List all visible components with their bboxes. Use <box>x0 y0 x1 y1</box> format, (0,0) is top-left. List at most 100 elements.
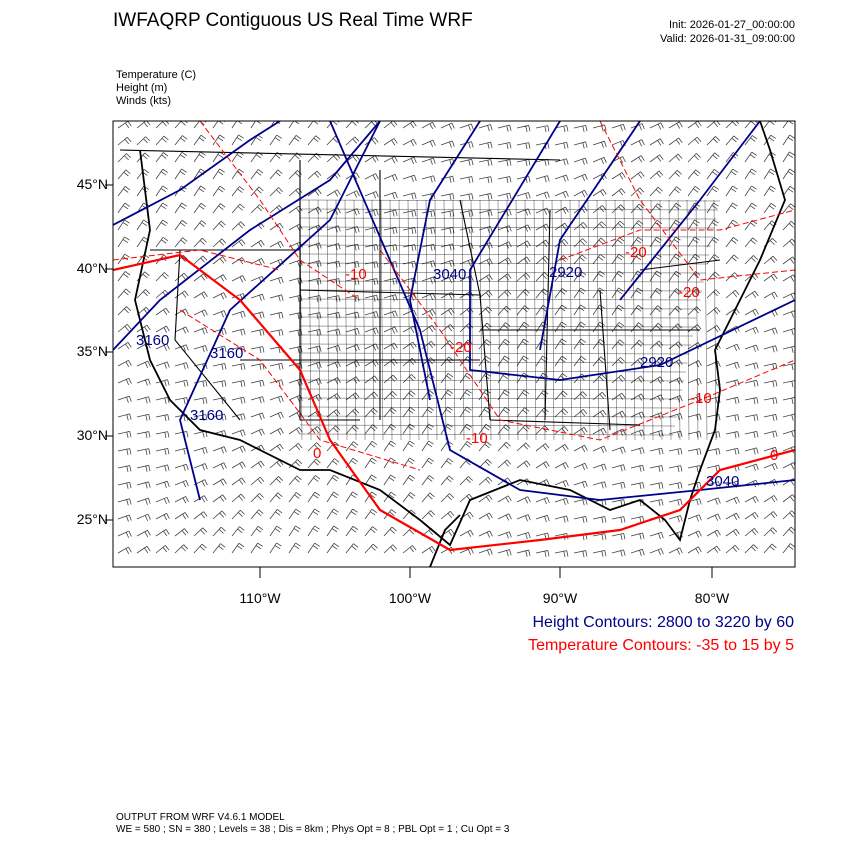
wind-barb <box>592 287 605 299</box>
wind-barb <box>250 525 264 537</box>
wind-barb <box>212 446 227 454</box>
wind-barb <box>611 481 626 489</box>
wind-barb <box>611 532 626 540</box>
wind-barb <box>402 138 417 147</box>
wind-barb <box>269 294 284 302</box>
wind-barb <box>725 431 740 439</box>
wind-barb <box>744 430 759 438</box>
wind-barb <box>687 481 702 489</box>
wind-barb <box>497 225 512 233</box>
wind-barb <box>136 121 151 129</box>
wind-barb <box>706 497 721 505</box>
wind-barb <box>136 464 151 472</box>
wind-barb <box>269 443 284 452</box>
wind-barb <box>193 273 208 282</box>
wind-barb <box>611 220 625 231</box>
wind-barb <box>763 462 778 471</box>
wind-barb <box>706 152 720 163</box>
wind-barb <box>421 175 436 183</box>
wind-barb <box>155 545 170 554</box>
wind-barb <box>155 361 170 369</box>
lat-label: 25°N <box>76 511 108 527</box>
wind-barb <box>630 411 645 419</box>
wind-barb <box>326 344 341 353</box>
wind-barb <box>231 493 246 503</box>
wind-barb <box>763 202 777 214</box>
wind-barb <box>554 515 569 523</box>
wind-barb <box>193 134 207 146</box>
wind-barb <box>402 492 416 503</box>
wind-barb <box>193 447 208 455</box>
wind-barb <box>782 256 795 265</box>
wind-barb <box>782 310 795 318</box>
wind-barb <box>668 137 683 146</box>
wind-barb <box>345 344 360 352</box>
wind-barb <box>269 276 284 284</box>
wind-barb <box>516 125 531 133</box>
wind-barb <box>155 135 169 146</box>
wind-barb <box>250 293 265 301</box>
wind-barb <box>516 407 530 418</box>
wind-barb <box>573 189 588 198</box>
field-temperature: Temperature (C) <box>116 69 197 81</box>
wind-barb <box>193 527 208 537</box>
wind-barb <box>269 459 284 469</box>
wind-barb <box>383 138 398 146</box>
wind-barb <box>554 288 568 299</box>
wind-barb <box>497 176 512 184</box>
wind-barb <box>383 294 398 302</box>
wind-barb <box>345 491 358 503</box>
wind-barb <box>782 328 795 336</box>
wind-barb <box>117 395 132 403</box>
wind-barb <box>155 431 170 439</box>
wind-barb <box>516 305 530 316</box>
wind-barb <box>117 121 132 129</box>
wind-barb <box>554 550 569 558</box>
wind-barb <box>668 202 682 214</box>
wind-barb <box>725 528 740 537</box>
wind-barb <box>706 254 720 265</box>
wind-barb <box>345 295 360 303</box>
wind-barb <box>497 406 511 418</box>
wind-barb <box>174 237 188 248</box>
wind-barb <box>744 379 759 387</box>
wind-barb <box>421 139 436 148</box>
wind-barb <box>383 457 396 469</box>
wind-barb <box>516 532 531 540</box>
wind-barb <box>744 202 757 214</box>
wind-barb <box>231 445 246 453</box>
wind-barb <box>364 294 379 302</box>
wind-barb <box>573 550 588 558</box>
wind-barb <box>326 260 341 268</box>
wind-barb <box>288 459 303 469</box>
wind-barb <box>383 121 398 129</box>
wind-barb <box>497 424 511 435</box>
wind-barb <box>516 514 531 522</box>
wind-barb <box>535 272 549 282</box>
wind-barb <box>668 186 682 197</box>
wind-barb <box>250 121 263 129</box>
wind-barb <box>535 223 550 231</box>
wind-barb <box>649 465 664 473</box>
axis-ticks <box>105 184 713 578</box>
county-lines <box>299 199 721 441</box>
wind-barb <box>497 459 512 469</box>
wind-barb <box>174 202 187 214</box>
wind-barb <box>782 345 795 353</box>
wind-barb <box>383 326 398 334</box>
wind-barb <box>231 461 246 469</box>
wind-barb <box>706 307 721 316</box>
wind-barb <box>231 380 246 388</box>
wind-barb <box>573 338 586 350</box>
wind-barb <box>592 549 607 557</box>
wind-barb <box>782 238 795 248</box>
wind-barb <box>440 307 455 316</box>
wind-barb <box>136 396 151 404</box>
wind-barb <box>592 304 605 316</box>
wind-barb <box>136 545 151 554</box>
wind-barb <box>744 362 759 370</box>
height-contour-legend: Height Contours: 2800 to 3220 by 60 <box>532 614 794 631</box>
wind-barb <box>725 202 738 214</box>
wind-barb <box>744 544 759 554</box>
height-label: 3040 <box>706 473 739 490</box>
